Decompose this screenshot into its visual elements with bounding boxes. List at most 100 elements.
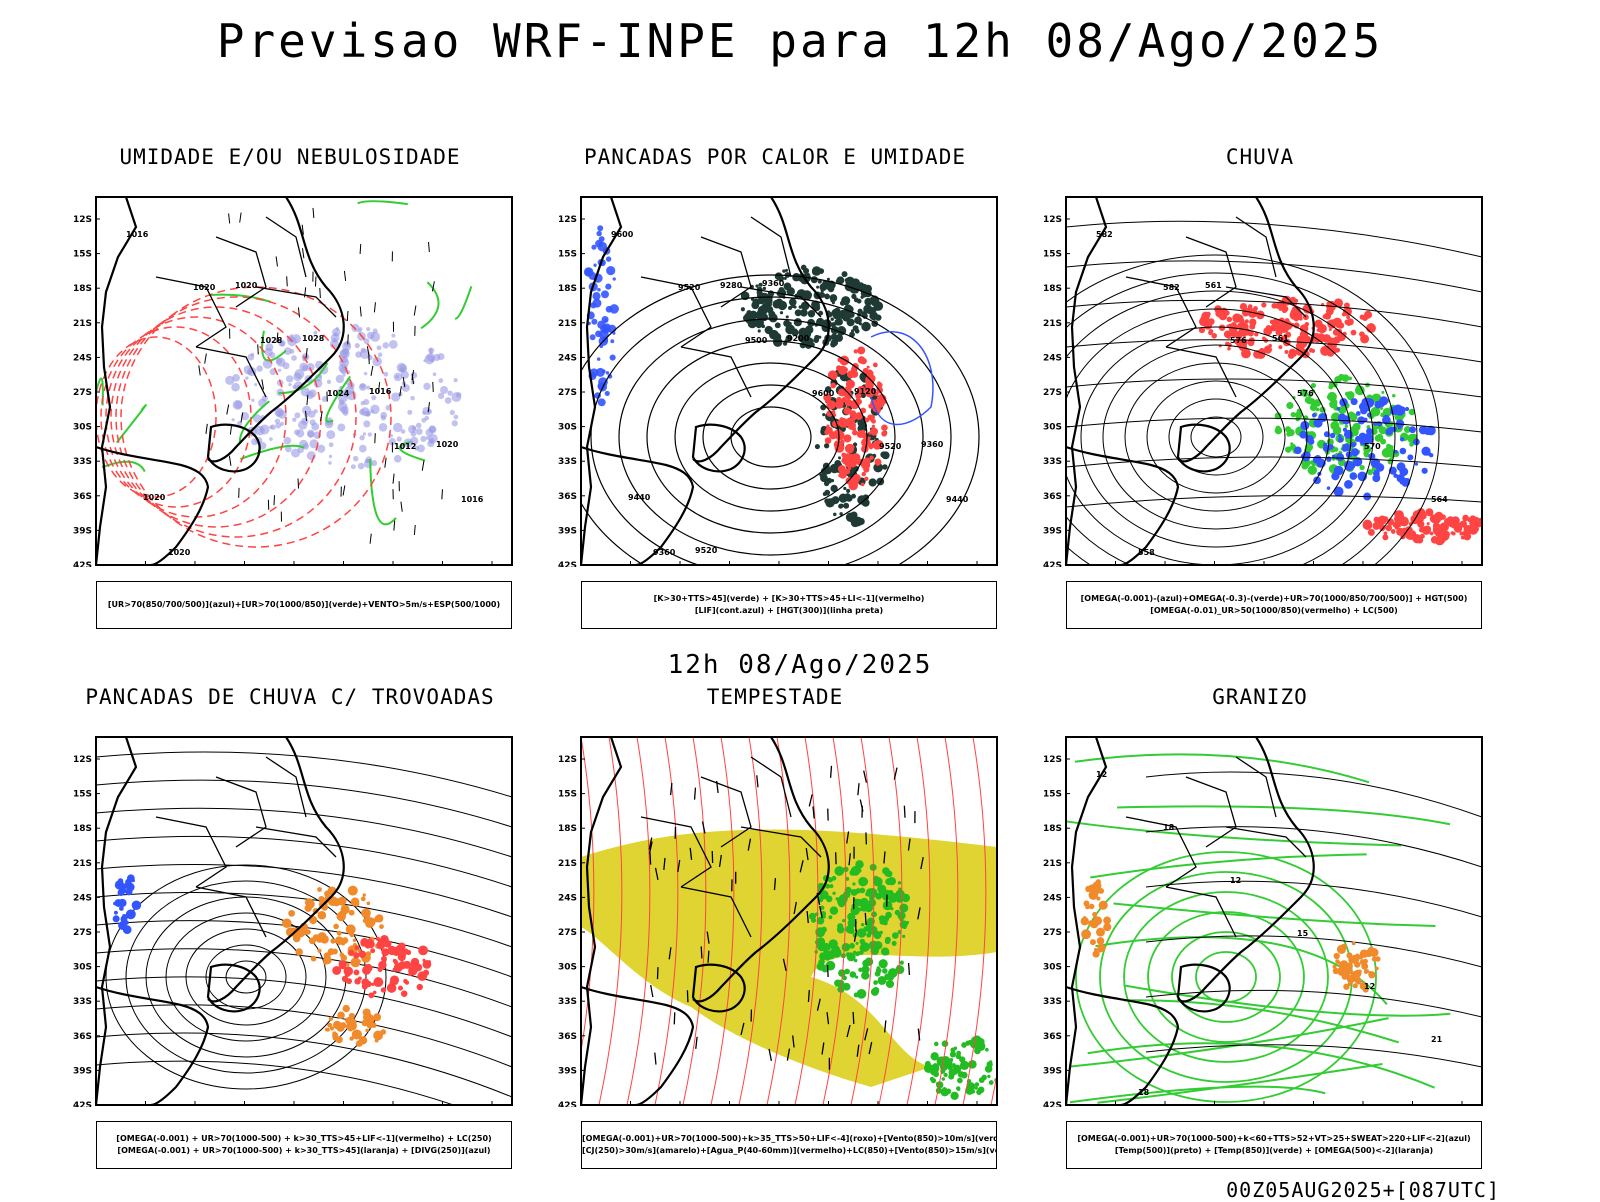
contour-label: 9520: [678, 283, 701, 292]
lat-tick-label: 21S: [558, 859, 577, 869]
lat-tick-label: 39S: [73, 1066, 92, 1076]
contour-label: 9520: [879, 442, 902, 451]
weather-map: 1016102010281024101210161020102010281016…: [60, 167, 520, 567]
lat-tick-label: 27S: [73, 388, 92, 398]
lat-tick-label: 30S: [1043, 963, 1062, 973]
contour-label: 1012: [394, 442, 416, 451]
lat-tick-label: 18S: [558, 824, 577, 834]
lat-tick-label: 39S: [558, 526, 577, 536]
legend-line: [LIF](cont.azul) + [HGT(300)](linha pret…: [582, 605, 996, 617]
lat-tick-label: 24S: [73, 893, 92, 903]
legend-box: [OMEGA(-0.001)-(azul)+OMEGA(-0.3)-(verde…: [1066, 581, 1482, 629]
lat-tick-label: 12S: [558, 755, 577, 765]
contour-label: 9360: [762, 279, 785, 288]
lat-tick-label: 15S: [73, 250, 92, 260]
contour-label: 558: [1138, 548, 1155, 557]
legend-line: [OMEGA(-0.01)_UR>50(1000/850)(vermelho) …: [1067, 605, 1481, 617]
contour-label: 1020: [436, 440, 459, 449]
contour-label: 1020: [168, 548, 191, 557]
lat-tick-label: 18S: [558, 284, 577, 294]
lat-tick-label: 24S: [558, 353, 577, 363]
map-panel-umidade: UMIDADE E/OU NEBULOSIDADE 1016 1020 1028 102…: [60, 145, 520, 615]
lat-tick-label: 30S: [558, 963, 577, 973]
contour-label: 1028: [260, 336, 283, 345]
contour-label: 561: [1272, 334, 1289, 343]
lat-tick-label: 33S: [73, 457, 92, 467]
weather-map: 58258257657657056455856156112S15S18S21S2…: [1030, 167, 1490, 567]
contour-label: 1020: [143, 493, 166, 502]
contour-label: 9600: [611, 230, 634, 239]
lat-tick-label: 15S: [558, 250, 577, 260]
lat-tick-label: 27S: [1043, 928, 1062, 938]
contour-label: 18: [1138, 1088, 1150, 1097]
lat-tick-label: 33S: [1043, 457, 1062, 467]
contour-label: 564: [1431, 495, 1448, 504]
lat-tick-label: 18S: [73, 284, 92, 294]
legend-line: [Temp(500)](preto) + [Temp(850)](verde) …: [1067, 1145, 1481, 1157]
contour-label: 570: [1364, 442, 1381, 451]
lat-tick-label: 30S: [73, 423, 92, 433]
lat-tick-label: 18S: [1043, 284, 1062, 294]
legend-line: [K>30+TTS>45](verde) + [K>30+TTS>45+LI<-…: [582, 593, 996, 605]
contour-label: 9520: [695, 546, 718, 555]
contour-label: 9280: [720, 281, 743, 290]
lat-tick-label: 15S: [73, 790, 92, 800]
lat-tick-label: 36S: [558, 492, 577, 502]
lat-tick-label: 39S: [1043, 526, 1062, 536]
run-timestamp: 00Z05AUG2025+[087UTC]: [1226, 1178, 1500, 1202]
contour-label: 12: [1364, 982, 1375, 991]
lat-tick-label: 42S: [1043, 561, 1062, 567]
lat-tick-label: 12S: [558, 215, 577, 225]
legend-box: [OMEGA(-0.001)+UR>70(1000-500)+k>35_TTS>…: [581, 1121, 997, 1169]
contour-label: 1020: [235, 281, 258, 290]
contour-label: 9360: [921, 440, 944, 449]
legend-box: [OMEGA(-0.001)+UR>70(1000-500)+k<60+TTS>…: [1066, 1121, 1482, 1169]
lat-tick-label: 39S: [73, 526, 92, 536]
lat-tick-label: 21S: [73, 319, 92, 329]
contour-label: 9200: [787, 334, 810, 343]
contour-label: 1016: [126, 230, 149, 239]
weather-map: 1218121512211812S15S18S21S24S27S30S33S36…: [1030, 707, 1490, 1107]
panel-title: TEMPESTADE: [545, 685, 1005, 709]
legend-box: [K>30+TTS>45](verde) + [K>30+TTS>45+LI<-…: [581, 581, 997, 629]
lat-tick-label: 39S: [1043, 1066, 1062, 1076]
lat-tick-label: 33S: [558, 997, 577, 1007]
lat-tick-label: 24S: [558, 893, 577, 903]
contour-label: 9120: [854, 387, 877, 396]
lat-tick-label: 15S: [1043, 790, 1062, 800]
legend-line: [OMEGA(-0.001) + UR>70(1000-500) + k>30_…: [97, 1145, 511, 1157]
lat-tick-label: 33S: [558, 457, 577, 467]
lat-tick-label: 36S: [73, 492, 92, 502]
contour-label: 582: [1163, 283, 1180, 292]
panel-title: PANCADAS POR CALOR E UMIDADE: [545, 145, 1005, 169]
lat-tick-label: 27S: [558, 928, 577, 938]
lat-tick-label: 36S: [1043, 1032, 1062, 1042]
lat-tick-label: 18S: [73, 824, 92, 834]
contour-label: 9360: [653, 548, 676, 557]
lat-tick-label: 21S: [558, 319, 577, 329]
legend-line: [OMEGA(-0.001) + UR>70(1000-500) + k>30_…: [97, 1133, 511, 1145]
legend-box: [OMEGA(-0.001) + UR>70(1000-500) + k>30_…: [96, 1121, 512, 1169]
contour-label: 1016: [369, 387, 392, 396]
legend-box: [UR>70(850/700/500)](azul)+[UR>70(1000/8…: [96, 581, 512, 629]
lat-tick-label: 15S: [1043, 250, 1062, 260]
lat-tick-label: 24S: [1043, 353, 1062, 363]
contour-label: 12: [1096, 770, 1107, 779]
lat-tick-label: 21S: [73, 859, 92, 869]
lat-tick-label: 27S: [73, 928, 92, 938]
weather-map: 12S15S18S21S24S27S30S33S36S39S42S70W65W6…: [60, 707, 520, 1107]
contour-label: 15: [1297, 929, 1309, 938]
legend-line: [OMEGA(-0.001)-(azul)+OMEGA(-0.3)-(verde…: [1067, 593, 1481, 605]
contour-label: 576: [1230, 336, 1247, 345]
lat-tick-label: 30S: [1043, 423, 1062, 433]
contour-label: 12: [1230, 876, 1241, 885]
lat-tick-label: 12S: [1043, 215, 1062, 225]
panel-title: UMIDADE E/OU NEBULOSIDADE: [60, 145, 520, 169]
panel-title: PANCADAS DE CHUVA C/ TROVOADAS: [60, 685, 520, 709]
contour-label: 582: [1096, 230, 1113, 239]
lat-tick-label: 42S: [73, 561, 92, 567]
